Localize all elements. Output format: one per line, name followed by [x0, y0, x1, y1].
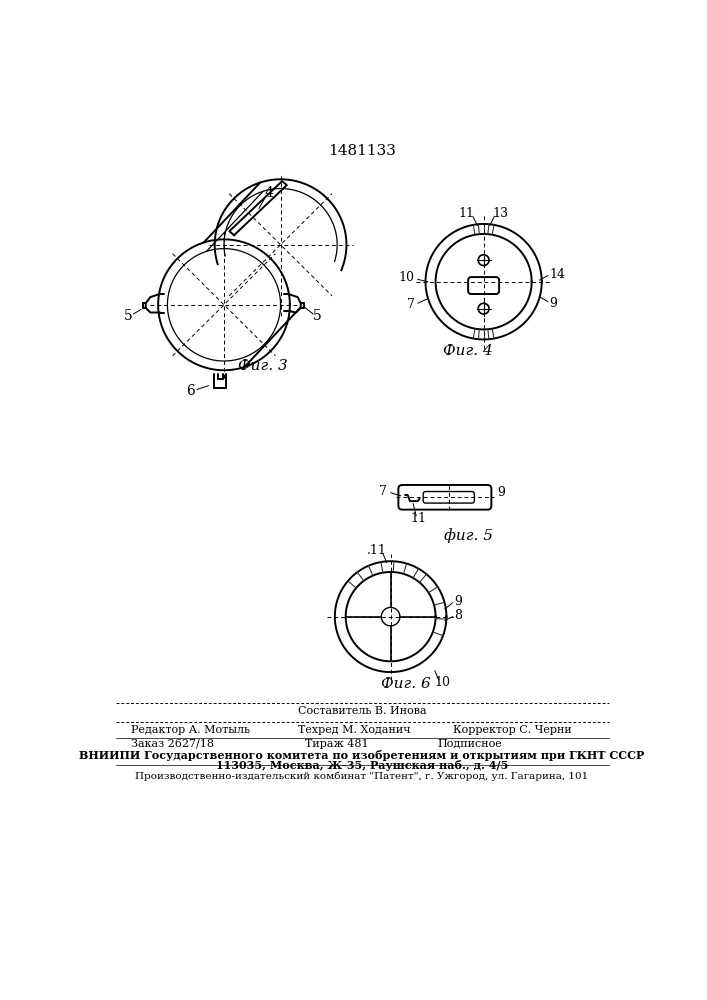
Text: 10: 10 [399, 271, 414, 284]
Text: 7: 7 [407, 298, 414, 311]
Text: фиг. 5: фиг. 5 [443, 528, 493, 543]
Text: 1481133: 1481133 [328, 144, 396, 158]
Text: 7: 7 [379, 485, 387, 498]
Text: 5: 5 [124, 309, 133, 323]
Text: 9: 9 [454, 595, 462, 608]
Text: Подписное: Подписное [437, 739, 502, 749]
Text: Техред М. Ходанич: Техред М. Ходанич [298, 725, 410, 735]
Text: Фиг. 4: Фиг. 4 [443, 344, 493, 358]
Text: Корректор С. Черни: Корректор С. Черни [452, 725, 571, 735]
Text: Редактор А. Мотыль: Редактор А. Мотыль [131, 725, 250, 735]
Text: 11: 11 [410, 512, 426, 525]
Text: 9: 9 [497, 486, 505, 499]
Text: 5: 5 [312, 309, 322, 323]
Text: Заказ 2627/18: Заказ 2627/18 [131, 739, 214, 749]
Text: Тираж 481: Тираж 481 [305, 739, 369, 749]
Text: 4: 4 [264, 186, 274, 200]
Text: 9: 9 [549, 297, 557, 310]
Text: 8: 8 [454, 609, 462, 622]
Text: Фиг. 6: Фиг. 6 [381, 677, 431, 691]
Text: .11: .11 [367, 544, 387, 557]
Text: 10: 10 [435, 676, 450, 689]
Text: 14: 14 [549, 267, 566, 280]
Text: Составитель В. Инова: Составитель В. Инова [298, 706, 426, 716]
Text: ВНИИПИ Государственного комитета по изобретениям и открытиям при ГКНТ СССР: ВНИИПИ Государственного комитета по изоб… [79, 750, 645, 761]
Text: 11: 11 [459, 207, 474, 220]
Text: Производственно-издательский комбинат "Патент", г. Ужгород, ул. Гагарина, 101: Производственно-издательский комбинат "П… [135, 771, 588, 781]
Text: 113035, Москва, Ж-35, Раушская наб., д. 4/5: 113035, Москва, Ж-35, Раушская наб., д. … [216, 760, 508, 771]
Text: 13: 13 [493, 207, 508, 220]
Text: Фиг. 3: Фиг. 3 [238, 359, 288, 373]
Text: 6: 6 [187, 384, 195, 398]
